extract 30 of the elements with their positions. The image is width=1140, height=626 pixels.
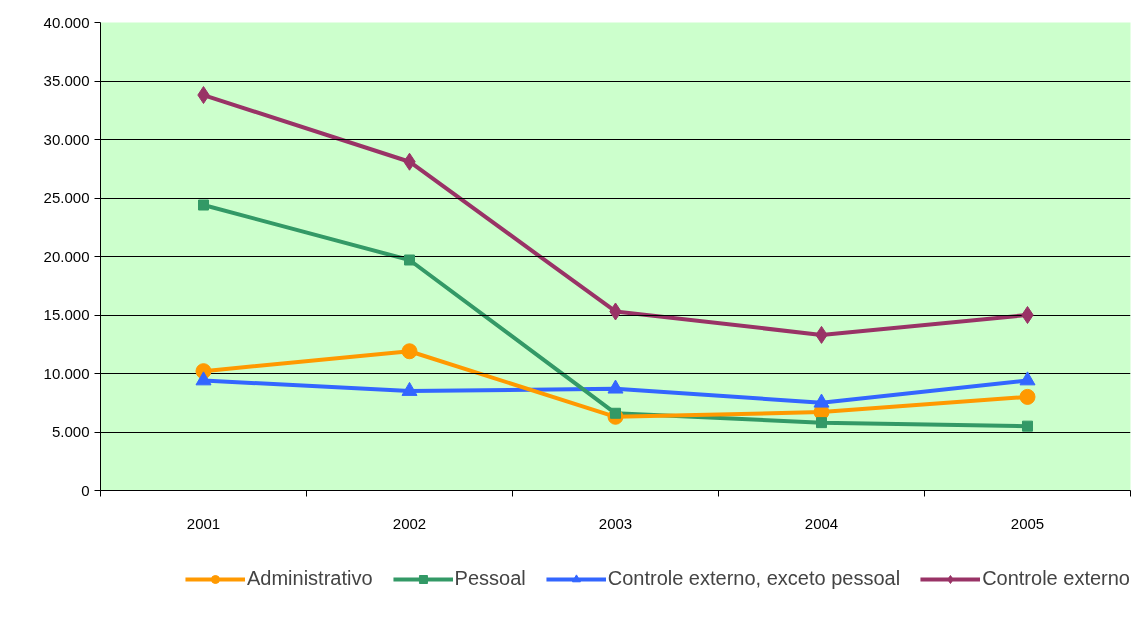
x-tick-label: 2005 — [1010, 514, 1045, 532]
y-tick-label: 15.000 — [43, 306, 90, 323]
point — [816, 417, 827, 429]
point — [401, 381, 418, 396]
point — [401, 343, 418, 360]
legend-label: Controle externo, exceto pessoal — [607, 567, 901, 590]
y-tick-label: 10.000 — [43, 364, 90, 382]
legend-label: Controle externo — [982, 567, 1130, 590]
y-tick-label: 30.000 — [43, 130, 90, 148]
point — [1019, 388, 1036, 405]
point — [198, 199, 209, 211]
x-tick-label: 2001 — [186, 514, 221, 532]
point — [1022, 420, 1033, 432]
legend-label: Pessoal — [454, 567, 526, 590]
y-tick-label: 35.000 — [43, 72, 90, 89]
x-tick-label: 2002 — [392, 514, 427, 532]
point — [607, 379, 624, 394]
x-tick-label: 2004 — [804, 514, 839, 532]
y-tick-label: 0 — [81, 481, 90, 499]
y-tick-label: 40.000 — [43, 13, 90, 31]
y-tick-label: 5.000 — [51, 423, 90, 440]
y-tick-label: 25.000 — [43, 189, 90, 206]
point — [1021, 306, 1034, 324]
y-tick-label: 20.000 — [43, 247, 90, 265]
legend-label: Administrativo — [246, 567, 373, 590]
point — [813, 393, 830, 408]
x-tick-label: 2003 — [598, 514, 633, 532]
point — [404, 254, 415, 266]
point — [195, 371, 212, 386]
point — [1019, 371, 1036, 386]
